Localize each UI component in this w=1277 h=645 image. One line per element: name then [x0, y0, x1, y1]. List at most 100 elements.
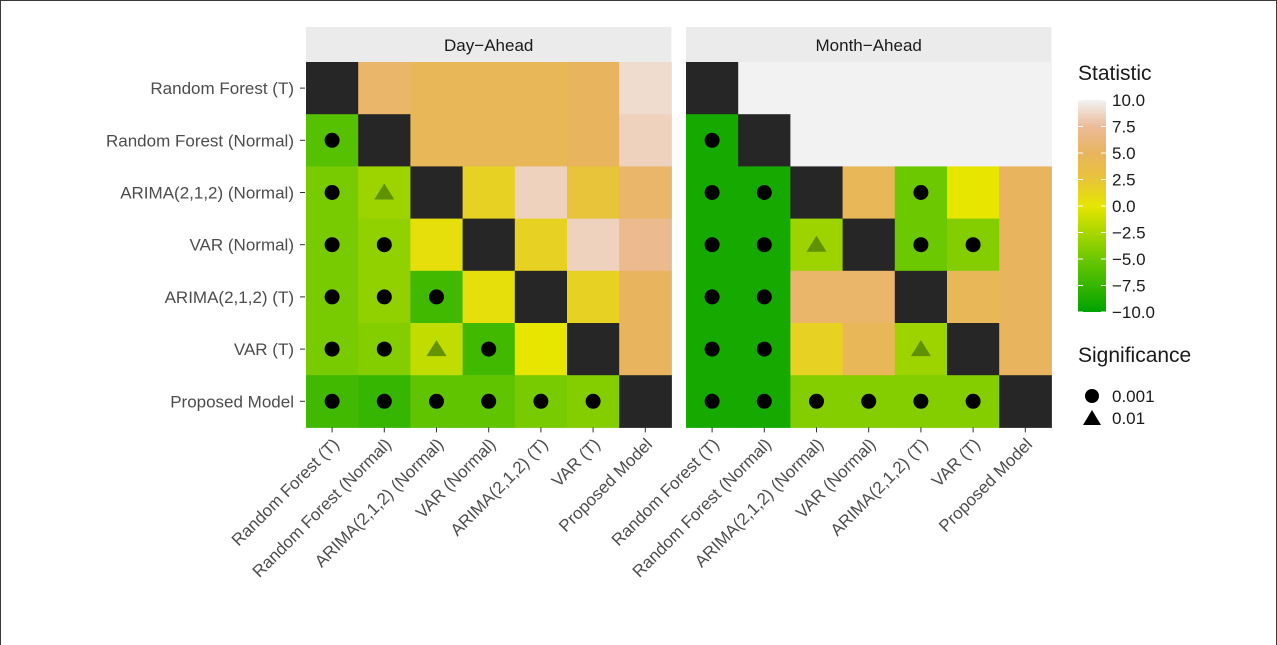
significance-circle-marker: [965, 237, 981, 253]
heatmap-cell: [999, 62, 1052, 115]
heatmap-cell: [514, 270, 568, 324]
y-tick-label: ARIMA(2,1,2) (T): [165, 288, 294, 307]
heatmap-cell: [999, 323, 1052, 376]
facet-strip: [686, 27, 1052, 62]
heatmap-cell: [462, 114, 516, 167]
legend-significance-title: Significance: [1078, 344, 1191, 367]
significance-circle-marker: [585, 393, 601, 409]
significance-circle-marker: [481, 341, 497, 357]
heatmap-cell: [842, 270, 896, 324]
heatmap-cell: [462, 62, 516, 115]
heatmap-cell: [894, 270, 948, 324]
heatmap-cell: [514, 62, 568, 115]
legend-colorbar-label: 0.0: [1112, 197, 1136, 216]
heatmap-cell: [738, 114, 791, 167]
significance-circle-marker: [861, 393, 877, 409]
heatmap-cell: [999, 218, 1052, 272]
y-tick-label: Proposed Model: [170, 392, 294, 411]
heatmap-cell: [842, 62, 896, 115]
heatmap-cell: [842, 114, 896, 167]
significance-circle-marker: [324, 341, 340, 357]
significance-circle-marker: [324, 185, 340, 200]
x-tick-label: Proposed Model: [935, 435, 1036, 536]
x-tick-label: ARIMA(2,1,2) (T): [447, 435, 552, 540]
heatmap-cell: [947, 114, 1000, 167]
heatmap-cell: [410, 62, 464, 115]
significance-circle-marker: [756, 393, 772, 409]
significance-circle-marker: [756, 185, 772, 200]
facet-label: Day−Ahead: [444, 36, 533, 55]
significance-circle-marker: [481, 393, 497, 409]
significance-triangle-marker: [806, 235, 827, 252]
heatmap-cell: [567, 114, 620, 167]
legend-colorbar-label: 2.5: [1112, 171, 1136, 190]
heatmap-cell: [306, 62, 359, 115]
heatmap-cell: [619, 375, 672, 428]
heatmap-cell: [999, 375, 1052, 428]
heatmap-cell: [619, 270, 672, 324]
significance-circle-marker: [324, 132, 340, 148]
significance-circle-marker: [809, 393, 824, 409]
heatmap-cell: [947, 166, 1000, 220]
heatmap-cell: [462, 218, 516, 272]
x-tick-label: ARIMA(2,1,2) (T): [827, 435, 932, 540]
facet-label: Month−Ahead: [816, 36, 922, 55]
significance-circle-marker: [429, 289, 444, 305]
heatmap-cell: [567, 323, 620, 376]
significance-circle-marker: [704, 289, 720, 305]
facet-strip: [306, 27, 672, 62]
heatmap-cell: [410, 114, 464, 167]
heatmap-cell: [999, 114, 1052, 167]
significance-circle-marker: [965, 393, 981, 409]
significance-circle-marker: [756, 341, 772, 357]
heatmap-cell: [999, 166, 1052, 220]
significance-circle-marker: [704, 237, 720, 253]
y-tick-label: VAR (Normal): [189, 236, 294, 255]
heatmap-cell: [842, 218, 896, 272]
significance-circle-marker: [756, 237, 772, 253]
legend-colorbar-label: −5.0: [1112, 250, 1146, 269]
heatmap-cell: [619, 114, 672, 167]
heatmap-cell: [842, 166, 896, 220]
significance-circle-marker: [704, 341, 720, 357]
significance-circle-marker: [376, 237, 392, 253]
heatmap-cell: [894, 62, 948, 115]
legend-triangle-icon: [1083, 410, 1101, 425]
significance-circle-marker: [756, 289, 772, 305]
heatmap-cell: [462, 166, 516, 220]
legend-colorbar-label: −2.5: [1112, 224, 1146, 243]
significance-circle-marker: [704, 393, 720, 409]
y-tick-label: VAR (T): [234, 340, 294, 359]
heatmap-cell: [514, 166, 568, 220]
significance-circle-marker: [533, 393, 549, 409]
significance-circle-marker: [324, 237, 340, 253]
heatmap-cell: [567, 218, 620, 272]
heatmap-cell: [358, 114, 411, 167]
heatmap-cell: [999, 270, 1052, 324]
legend-significance-label: 0.01: [1112, 409, 1145, 428]
significance-circle-marker: [429, 393, 444, 409]
heatmap-cell: [790, 62, 844, 115]
significance-circle-marker: [324, 289, 340, 305]
legend-circle-icon: [1085, 389, 1099, 403]
heatmap-cell: [790, 270, 844, 324]
heatmap-cell: [738, 62, 791, 115]
heatmap-cell: [790, 323, 844, 376]
legend-colorbar-label: 10.0: [1112, 91, 1145, 110]
significance-circle-marker: [376, 289, 392, 305]
heatmap-cell: [514, 114, 568, 167]
heatmap-cell: [947, 323, 1000, 376]
heatmap-cell: [619, 166, 672, 220]
significance-circle-marker: [324, 393, 340, 409]
heatmap-cell: [790, 166, 844, 220]
legend-significance-label: 0.001: [1112, 387, 1155, 406]
heatmap-cell: [947, 270, 1000, 324]
legend-colorbar-label: −7.5: [1112, 277, 1146, 296]
significance-circle-marker: [704, 132, 720, 148]
significance-triangle-marker: [426, 340, 447, 357]
legend-colorbar-label: −10.0: [1112, 303, 1155, 322]
y-tick-label: Random Forest (T): [150, 79, 294, 98]
heatmap-cell: [619, 323, 672, 376]
heatmap-cell: [947, 62, 1000, 115]
